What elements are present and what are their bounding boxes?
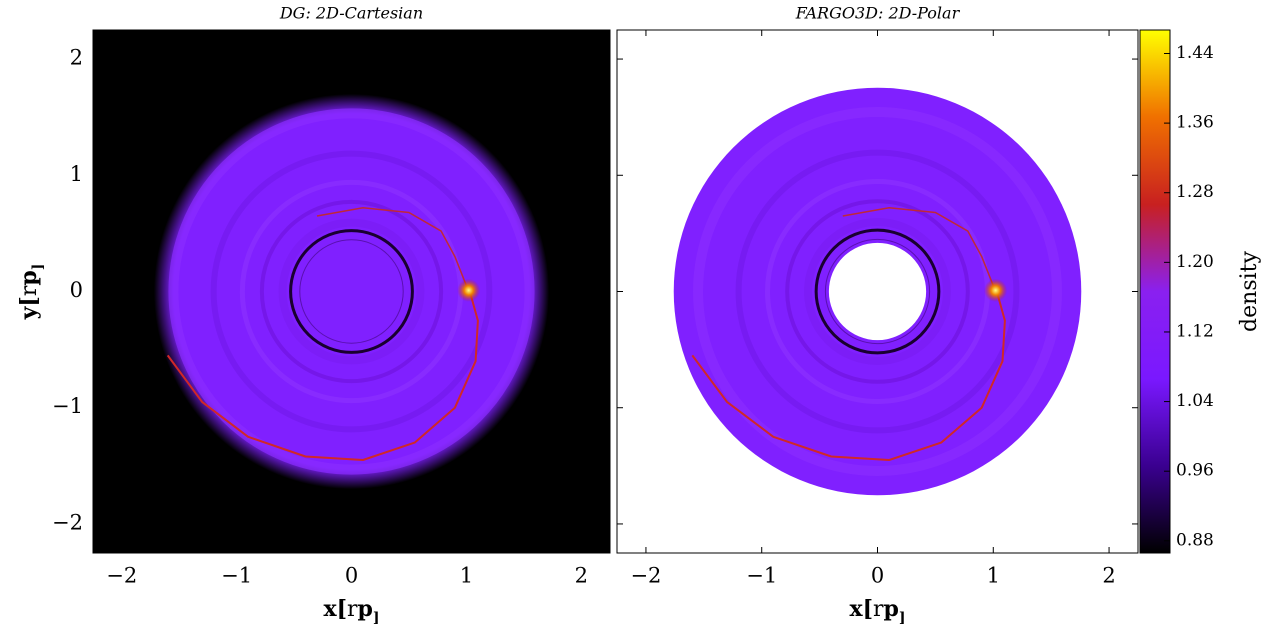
disk-ring [259, 199, 444, 384]
disk-ring [804, 218, 951, 365]
x-tick-label: 2 [1102, 564, 1115, 588]
colorbar-tick-label: 0.96 [1176, 461, 1214, 481]
axis-label-part: r [873, 597, 884, 622]
colorbar-tick-label: 1.44 [1176, 43, 1214, 63]
axis-label-part: ] [30, 264, 46, 271]
axis-label: y[rp] [16, 264, 46, 321]
spiral-arm [166, 291, 479, 461]
axis-label-part: r [347, 597, 358, 622]
axis-label-part: ] [373, 610, 380, 626]
colorbar-tick-label: 1.04 [1176, 391, 1214, 411]
gap-edge [289, 229, 414, 354]
panel-title: FARGO3D: 2D-Polar [795, 4, 961, 23]
axis-label-part: ] [899, 610, 906, 626]
axis-label: x[rp] [323, 596, 379, 626]
inner-hole [828, 242, 927, 341]
x-tick-label: 2 [575, 564, 588, 588]
planet-glow [457, 278, 481, 302]
axis-label-part: r [17, 285, 42, 296]
x-tick-label: 0 [345, 564, 358, 588]
colorbar-tick-label: 1.20 [1176, 252, 1214, 272]
gap-edge-inner [824, 238, 931, 345]
colorbar [1139, 29, 1171, 554]
axis-label-part: p [884, 596, 899, 622]
axis-label-part: x[ [849, 596, 873, 622]
disk-ring [278, 218, 425, 365]
gap-edge [814, 228, 941, 355]
x-tick-label: 0 [871, 564, 884, 588]
spiral-arm [316, 207, 468, 286]
disk [153, 93, 550, 490]
disk-ring [210, 150, 493, 433]
disk [673, 87, 1082, 496]
y-tick-label: 1 [70, 162, 83, 186]
colorbar-tick-label: 1.36 [1176, 113, 1214, 133]
y-tick-label: 2 [70, 46, 83, 70]
axis-label: x[rp] [849, 596, 905, 626]
panel-title: DG: 2D-Cartesian [279, 4, 423, 23]
colorbar-tick-label: 0.88 [1176, 530, 1214, 550]
disk-ring [785, 199, 970, 384]
y-tick-label: −2 [52, 510, 83, 534]
disk-ring [735, 149, 1020, 434]
spiral-arm [842, 207, 994, 286]
y-tick-label: 0 [70, 278, 83, 302]
disk-ring [693, 107, 1062, 476]
axis-label-part: y[ [16, 296, 42, 320]
colorbar-tick-label: 1.12 [1176, 321, 1214, 341]
axis-label-part: p [16, 270, 42, 285]
panel [92, 29, 611, 554]
disk-ring [168, 108, 535, 475]
gap-edge-inner [299, 239, 404, 344]
panel [616, 29, 1139, 554]
colorbar-tick-label: 1.28 [1176, 182, 1214, 202]
x-tick-label: −1 [221, 564, 252, 588]
y-tick-label: −1 [52, 394, 83, 418]
x-tick-label: −2 [630, 564, 661, 588]
planet-glow [984, 278, 1008, 302]
colorbar-label: density [1237, 250, 1262, 331]
spiral-arm [691, 291, 1006, 461]
axis-label-part: x[ [323, 596, 347, 622]
x-tick-label: −1 [746, 564, 777, 588]
x-tick-label: 1 [987, 564, 1000, 588]
x-tick-label: 1 [460, 564, 473, 588]
x-tick-label: −2 [106, 564, 137, 588]
axis-label-part: p [358, 596, 373, 622]
